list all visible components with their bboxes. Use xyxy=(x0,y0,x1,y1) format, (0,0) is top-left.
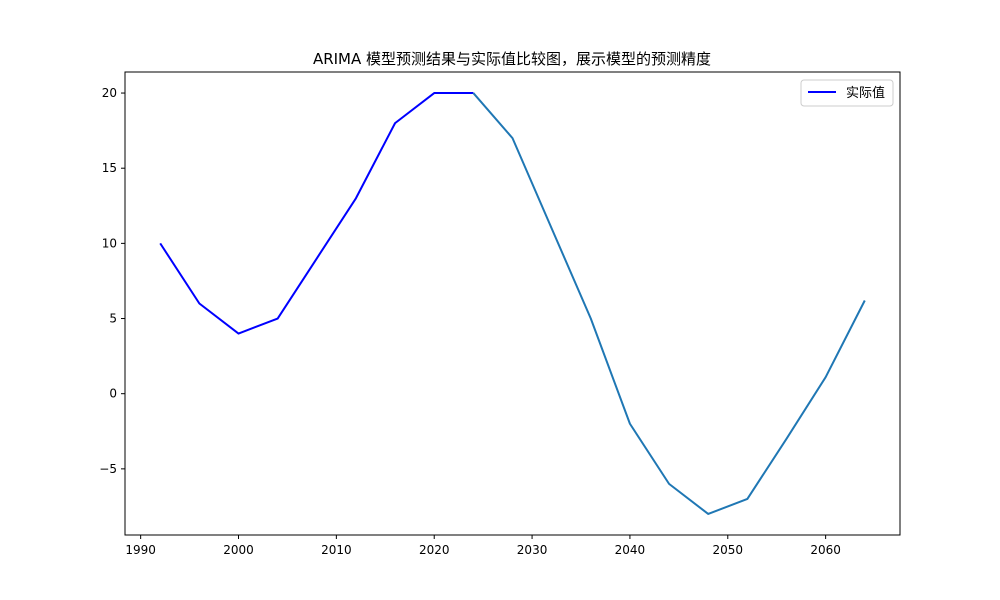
legend-label: 实际值 xyxy=(846,85,885,101)
y-tick-label: 15 xyxy=(102,161,117,175)
chart-title: ARIMA 模型预测结果与实际值比较图，展示模型的预测精度 xyxy=(313,50,711,68)
plot-lines xyxy=(159,92,866,515)
y-tick-label: 10 xyxy=(102,236,117,250)
x-tick-label: 2060 xyxy=(810,543,841,557)
series-line-1 xyxy=(472,92,866,515)
y-tick-label: 5 xyxy=(109,312,117,326)
legend-box xyxy=(800,79,894,107)
y-tick-label: 0 xyxy=(109,387,117,401)
x-tick-label: 1990 xyxy=(125,543,156,557)
x-tick-label: 2050 xyxy=(713,543,744,557)
plot-background xyxy=(125,72,900,535)
legend: 实际值 xyxy=(800,79,894,107)
x-tick-label: 2030 xyxy=(517,543,548,557)
x-axis: 1990 2000 2010 2020 2030 2040 2050 2060 xyxy=(125,535,841,557)
y-axis: −5 0 5 10 15 20 xyxy=(99,86,125,476)
x-tick-label: 2000 xyxy=(223,543,254,557)
x-tick-label: 2010 xyxy=(321,543,352,557)
y-tick-label: −5 xyxy=(99,462,117,476)
plot-frame xyxy=(124,71,901,536)
x-tick-label: 2020 xyxy=(419,543,450,557)
x-tick-label: 2040 xyxy=(615,543,646,557)
series-line-0 xyxy=(159,92,474,335)
y-tick-label: 20 xyxy=(102,86,117,100)
